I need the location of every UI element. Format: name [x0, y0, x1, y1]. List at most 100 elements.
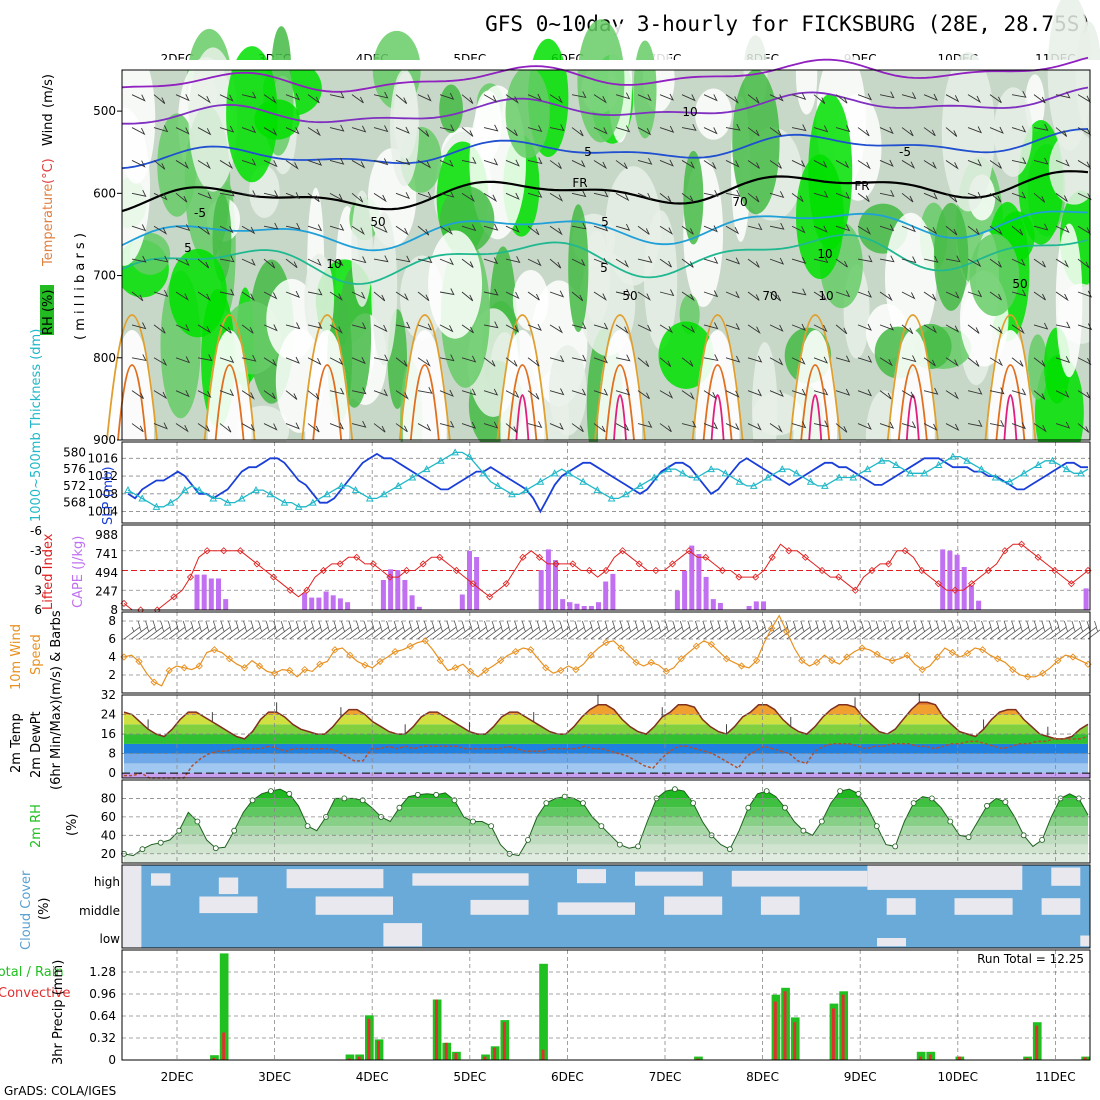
wind-barb — [1011, 90, 1027, 98]
wind-barb — [989, 324, 1003, 335]
wind-barb — [989, 94, 1002, 104]
wind-barb — [879, 255, 895, 263]
cape-li-panel: -6 -3 0 3 6 988 741 494 247 8 — [30, 524, 1092, 617]
wind-barb — [659, 125, 675, 133]
wind-barb — [901, 127, 914, 137]
rh2m-marker — [818, 818, 825, 825]
wind-barb — [197, 423, 210, 432]
precip-frame — [121, 949, 1091, 1061]
temp2m-band — [124, 734, 1088, 744]
wind-barb — [681, 225, 694, 235]
thickness-marker — [351, 486, 360, 494]
rh2m-marker — [469, 818, 476, 825]
thickness-marker — [607, 494, 616, 502]
wind-barb — [527, 390, 540, 400]
wind-barb — [593, 291, 607, 301]
wind10m-barb — [184, 620, 201, 640]
rh2m-marker — [267, 788, 274, 794]
wind-barb — [1055, 225, 1070, 234]
wind-barb — [637, 324, 652, 332]
thickness-tick-label: 568 — [63, 496, 86, 510]
wind-barb — [989, 420, 1005, 427]
wind-barb — [791, 288, 807, 296]
isotherm-25 — [808, 394, 823, 441]
wind-barb — [219, 255, 235, 263]
wind-barb — [153, 390, 168, 400]
thickness-marker — [920, 469, 929, 477]
wind-barb — [373, 389, 389, 397]
wind-barb — [439, 159, 454, 168]
rh-cell — [993, 87, 1033, 177]
slp-tick-label: 1012 — [87, 469, 118, 483]
cloud-gap — [557, 902, 635, 915]
wind-barb — [219, 94, 234, 102]
wind-barb — [395, 390, 409, 400]
wind10m-marker — [948, 648, 957, 657]
wind-barb — [967, 225, 980, 235]
wind-barb — [725, 225, 740, 235]
wind-barb — [329, 258, 344, 267]
wind10m-ylabel-2: Speed — [29, 634, 44, 675]
wind10m-speed-line — [123, 614, 1089, 687]
wind-barb — [637, 357, 650, 368]
wind-barb — [1055, 356, 1071, 364]
wind10m-marker — [451, 664, 460, 672]
wind-barb — [307, 321, 323, 329]
wind-barb — [769, 94, 784, 102]
li-marker — [519, 553, 527, 561]
wind-barb — [769, 257, 785, 265]
wind-barb — [571, 291, 584, 302]
thickness-marker — [1005, 477, 1014, 485]
wind-barb — [747, 389, 763, 397]
wind-barb — [307, 158, 323, 166]
wind-barb — [1011, 388, 1027, 396]
wind-barb — [659, 159, 674, 167]
wind-barb — [241, 390, 255, 400]
wind-barb — [351, 94, 364, 104]
wind10m-barb — [620, 620, 638, 640]
wind-barb — [373, 192, 387, 203]
wind-barb — [351, 160, 366, 169]
temp2m-band — [124, 724, 1088, 735]
wind-barb — [395, 255, 411, 263]
cloud-frame — [121, 864, 1091, 949]
wind10m-barb — [959, 620, 977, 640]
precip-conv-bar — [696, 1058, 700, 1060]
wind10m-barb — [598, 620, 615, 640]
bottom-date-label: 7DEC — [649, 1070, 682, 1084]
thickness-marker — [593, 486, 602, 494]
wind-barb — [1033, 223, 1049, 231]
wind-barb — [637, 420, 653, 428]
wind-barb — [351, 356, 366, 365]
wind-barb — [351, 192, 364, 203]
wind10m-marker — [903, 651, 911, 659]
cape-bar — [459, 594, 465, 610]
cape-bar — [567, 602, 573, 610]
li-marker — [303, 586, 311, 594]
contour-label: 5 — [584, 145, 592, 159]
cloud-gap — [470, 899, 529, 915]
rh-cell — [795, 35, 818, 115]
precip-total-bar — [916, 1051, 926, 1061]
wind10m-barb — [681, 620, 698, 640]
cape-bar — [309, 597, 315, 610]
li-marker — [336, 560, 344, 568]
temp2m-tick-label: 16 — [101, 727, 116, 741]
wind-barb — [945, 127, 958, 137]
wind-barb — [593, 127, 608, 135]
isotherm-20 — [702, 364, 733, 441]
contour-label: 5 — [601, 215, 609, 229]
wind-barb — [725, 160, 740, 168]
cloud-gap — [760, 896, 800, 915]
footer-credit: GrADS: COLA/IGES — [4, 1084, 116, 1098]
wind-barb — [175, 224, 191, 232]
wind10m-barb — [891, 620, 909, 640]
wind10m-barb — [824, 620, 841, 640]
contour-label: 50 — [1012, 277, 1027, 291]
slp-tick-label: 1016 — [87, 451, 118, 465]
precip-conv-bar — [357, 1056, 361, 1060]
thickness-marker — [365, 494, 374, 502]
wind10m-barb — [590, 620, 608, 640]
thickness-marker — [323, 490, 331, 498]
wind-barb — [131, 255, 147, 263]
